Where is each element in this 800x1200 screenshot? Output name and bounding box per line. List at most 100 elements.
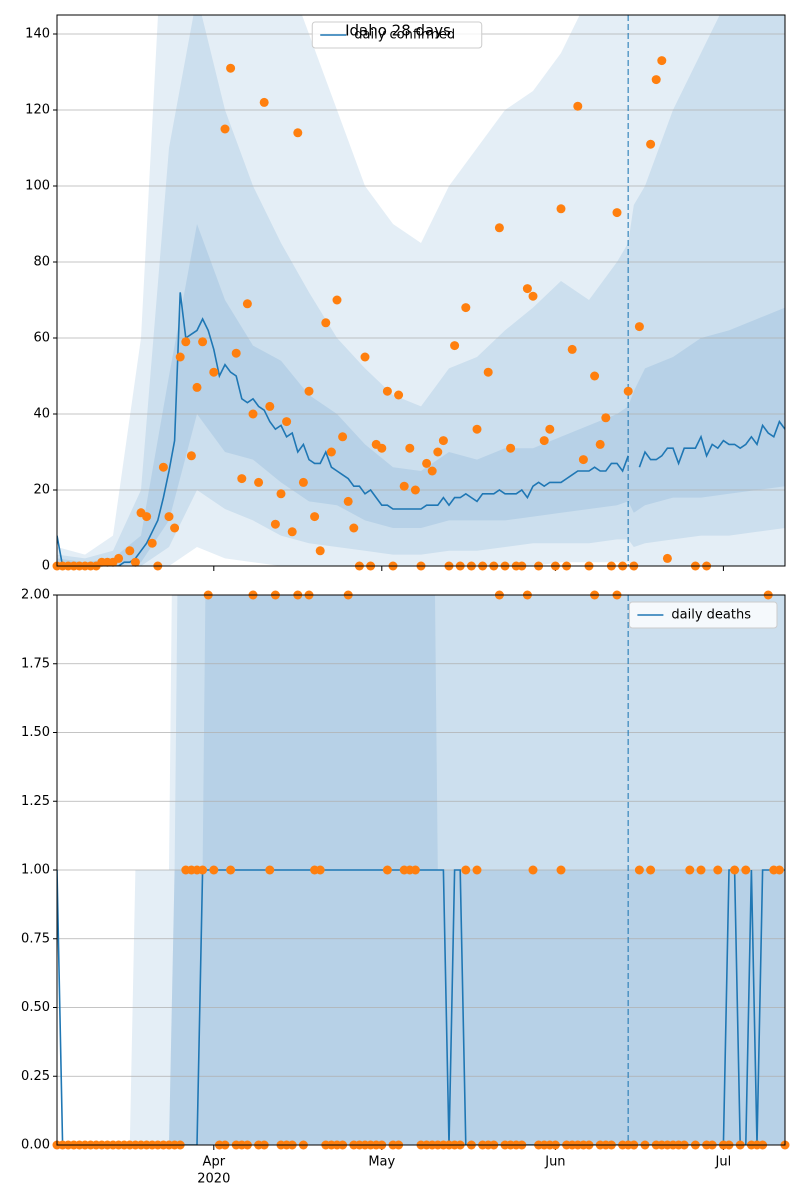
point — [265, 401, 275, 411]
x-year-label: 2020 — [197, 1172, 230, 1187]
point — [433, 447, 443, 457]
y-tick-label: 80 — [33, 255, 50, 270]
series-line — [57, 869, 785, 1145]
point — [774, 865, 784, 875]
y-tick-label: 1.50 — [21, 725, 50, 740]
y-tick-label: 100 — [25, 179, 50, 194]
point — [220, 124, 230, 134]
legend-box — [311, 21, 483, 49]
point — [662, 553, 672, 563]
point — [315, 546, 325, 556]
x-tick-label: Jun — [544, 1155, 565, 1170]
point — [265, 865, 275, 875]
point — [472, 865, 482, 875]
point — [237, 474, 247, 484]
point — [114, 553, 124, 563]
chart-title: Idaho 28 days — [345, 22, 451, 40]
point — [321, 318, 331, 328]
point — [399, 481, 409, 491]
point — [410, 865, 420, 875]
point — [170, 523, 180, 533]
point — [304, 386, 314, 396]
point — [349, 523, 359, 533]
point — [377, 443, 387, 453]
point — [601, 413, 611, 423]
point — [276, 489, 286, 499]
point — [539, 436, 549, 446]
x-tick-label: Apr — [203, 1155, 226, 1170]
point — [198, 865, 208, 875]
point — [612, 208, 622, 218]
point — [147, 538, 157, 548]
point — [181, 337, 191, 347]
y-tick-label: 0.75 — [21, 931, 50, 946]
point — [326, 447, 336, 457]
plot-frame — [56, 594, 786, 1146]
point — [242, 299, 252, 309]
legend-box — [628, 601, 778, 629]
y-tick-label: 1.00 — [21, 863, 50, 878]
point — [142, 512, 152, 522]
point — [472, 424, 482, 434]
point — [646, 139, 656, 149]
point — [226, 63, 236, 73]
point — [651, 75, 661, 85]
point — [528, 865, 538, 875]
point — [186, 451, 196, 461]
point — [410, 485, 420, 495]
y-tick-label: 60 — [33, 331, 50, 346]
point — [461, 865, 471, 875]
point — [315, 865, 325, 875]
y-tick-label: 0.25 — [21, 1069, 50, 1084]
point — [545, 424, 555, 434]
point — [405, 443, 415, 453]
y-tick-label: 40 — [33, 407, 50, 422]
point — [595, 439, 605, 449]
point — [332, 295, 342, 305]
point — [646, 865, 656, 875]
band — [57, 15, 785, 566]
y-tick-label: 140 — [25, 27, 50, 42]
series-line — [57, 292, 785, 566]
point — [226, 865, 236, 875]
legend-label: daily deaths — [671, 608, 751, 623]
point — [259, 97, 269, 107]
point — [360, 352, 370, 362]
point — [293, 128, 303, 138]
point — [287, 527, 297, 537]
point — [634, 865, 644, 875]
point — [741, 865, 751, 875]
point — [382, 865, 392, 875]
point — [248, 409, 258, 419]
point — [494, 223, 504, 233]
point — [730, 865, 740, 875]
legend-label: daily confirmed — [354, 28, 455, 43]
point — [438, 436, 448, 446]
point — [198, 337, 208, 347]
y-tick-label: 1.25 — [21, 794, 50, 809]
point — [158, 462, 168, 472]
x-tick-label: Jul — [715, 1155, 732, 1170]
point — [590, 371, 600, 381]
point — [310, 512, 320, 522]
point — [254, 477, 264, 487]
point — [270, 519, 280, 529]
y-tick-label: 0.00 — [21, 1138, 50, 1153]
point — [567, 344, 577, 354]
point — [282, 417, 292, 427]
point — [657, 56, 667, 66]
point — [634, 322, 644, 332]
point — [573, 101, 583, 111]
point — [556, 204, 566, 214]
band — [57, 224, 785, 566]
x-tick-label: May — [368, 1155, 395, 1170]
y-tick-label: 20 — [33, 483, 50, 498]
point — [231, 348, 241, 358]
point — [461, 303, 471, 313]
point — [713, 865, 723, 875]
point — [427, 466, 437, 476]
point — [338, 432, 348, 442]
point — [685, 865, 695, 875]
point — [175, 352, 185, 362]
